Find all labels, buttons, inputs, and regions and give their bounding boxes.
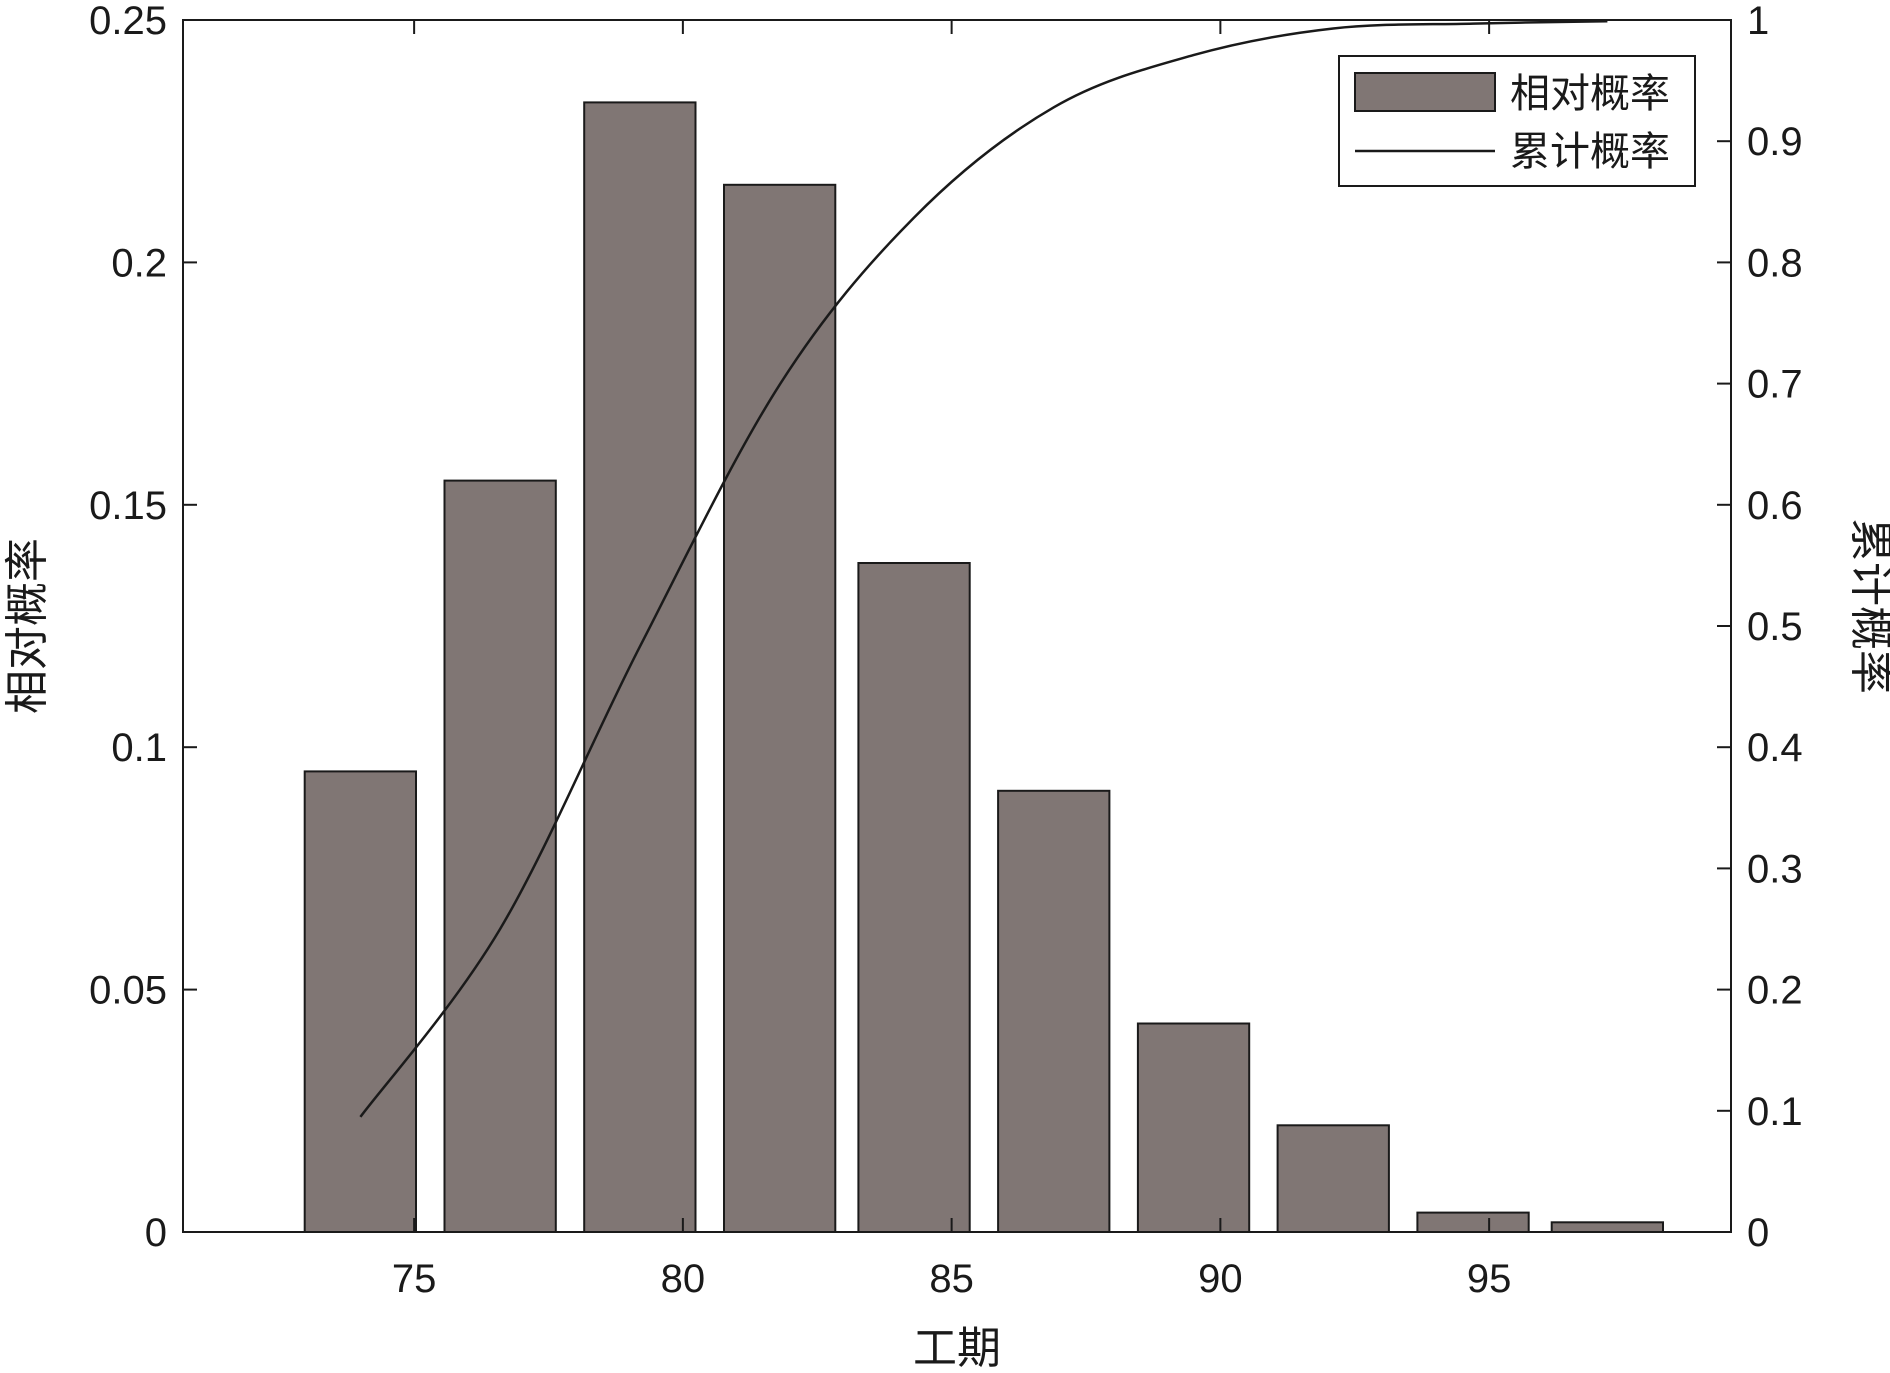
legend-line-label: 累计概率 — [1510, 129, 1670, 175]
x-tick-label-1: 80 — [661, 1257, 706, 1301]
x-axis-title: 工期 — [913, 1323, 1001, 1373]
bar-3 — [723, 183, 837, 1233]
left-y-tick-label-5: 0.25 — [89, 0, 167, 43]
left-y-tick-label-3: 0.15 — [89, 484, 167, 528]
bar-4 — [857, 562, 971, 1233]
right-y-tick-label-8: 0.8 — [1747, 241, 1803, 285]
right-y-tick-label-6: 0.6 — [1747, 484, 1803, 528]
bar-0 — [303, 770, 418, 1234]
legend: 相对概率 累计概率 — [1338, 55, 1696, 187]
x-tick-label-2: 85 — [929, 1257, 974, 1301]
right-y-tick-label-9: 0.9 — [1747, 120, 1803, 164]
right-y-tick-label-1: 0.1 — [1747, 1090, 1803, 1134]
bar-8 — [1416, 1211, 1530, 1233]
right-y-ticks: 0 0.1 0.2 0.3 0.4 0.5 0.6 0.7 0.8 0.9 1 — [1717, 0, 1803, 1255]
right-y-tick-label-5: 0.5 — [1747, 605, 1803, 649]
bar-2 — [583, 101, 697, 1233]
cumulative-line — [359, 19, 1608, 1118]
x-ticks: 75 80 85 90 95 — [392, 20, 1512, 1301]
x-tick-label-3: 90 — [1198, 1257, 1243, 1301]
x-tick-label-0: 75 — [392, 1257, 437, 1301]
right-y-tick-label-4: 0.4 — [1747, 726, 1803, 770]
left-y-tick-label-0: 0 — [145, 1211, 167, 1255]
right-y-tick-label-0: 0 — [1747, 1211, 1769, 1255]
left-y-tick-label-1: 0.05 — [89, 969, 167, 1013]
bar-5 — [997, 789, 1111, 1233]
left-y-tick-label-2: 0.1 — [111, 726, 167, 770]
bar-7 — [1276, 1124, 1390, 1234]
x-tick-label-4: 95 — [1467, 1257, 1512, 1301]
bars-layer — [303, 101, 1664, 1234]
bar-1 — [443, 479, 557, 1234]
bar-9 — [1550, 1221, 1664, 1234]
right-y-tick-label-3: 0.3 — [1747, 847, 1803, 891]
right-y-tick-label-7: 0.7 — [1747, 363, 1803, 407]
left-y-axis-title: 相对概率 — [2, 538, 53, 714]
bar-6 — [1136, 1022, 1251, 1233]
left-y-tick-label-4: 0.2 — [111, 241, 167, 285]
left-y-ticks: 0 0.05 0.1 0.15 0.2 0.25 — [89, 0, 197, 1255]
legend-bar-label: 相对概率 — [1510, 71, 1670, 117]
right-y-tick-label-2: 0.2 — [1747, 969, 1803, 1013]
legend-bar-swatch — [1354, 72, 1496, 112]
right-y-tick-label-10: 1 — [1747, 0, 1769, 43]
right-y-axis-title: 累计概率 — [1845, 518, 1890, 694]
